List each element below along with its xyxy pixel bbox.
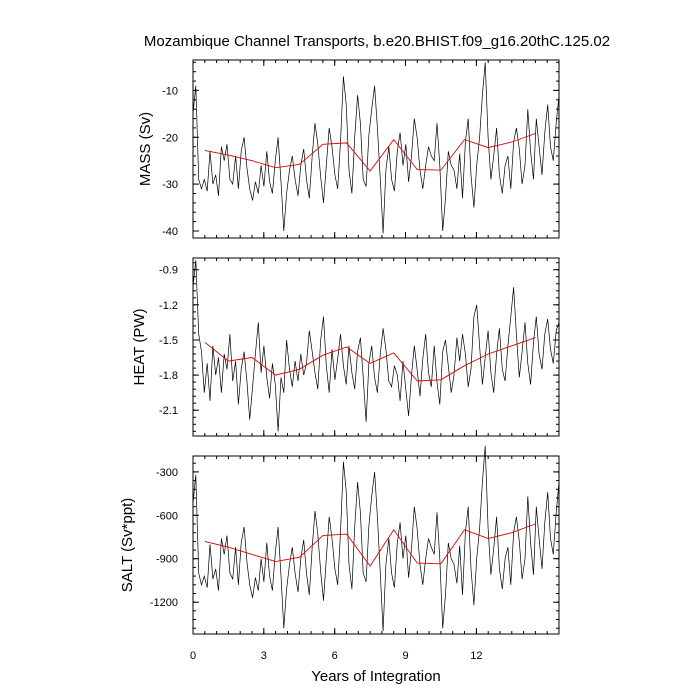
y-tick-label-mass: -10 <box>162 85 178 97</box>
monthly-series-line-heat <box>192 260 560 432</box>
y-tick-label-heat: -1.8 <box>159 370 178 382</box>
plot-frame-heat <box>192 257 560 437</box>
x-tick-label: 3 <box>261 650 267 662</box>
monthly-series-line-salt <box>192 445 560 632</box>
annual-mean-line-heat <box>204 337 536 382</box>
monthly-series-line-mass <box>192 62 560 234</box>
panel-mass: MASS (Sv) <box>137 59 560 239</box>
y-tick-label-mass: -20 <box>162 132 178 144</box>
plot-frame-mass <box>192 59 560 239</box>
plot-frame-salt <box>192 455 560 635</box>
annual-mean-line-mass <box>204 133 536 172</box>
y-axis-label-mass: MASS (Sv) <box>137 112 154 186</box>
y-tick-label-salt: -900 <box>156 554 178 566</box>
y-axis-label-heat: HEAT (PW) <box>131 309 148 386</box>
y-tick-label-heat: -1.5 <box>159 335 178 347</box>
y-tick-label-heat: -1.2 <box>159 300 178 312</box>
y-tick-label-salt: -300 <box>156 467 178 479</box>
x-axis-label: Years of Integration <box>311 668 441 685</box>
y-tick-label-mass: -30 <box>162 179 178 191</box>
y-tick-label-heat: -2.1 <box>159 405 178 417</box>
x-tick-label: 9 <box>402 650 408 662</box>
x-tick-label: 6 <box>332 650 338 662</box>
y-tick-label-heat: -0.9 <box>159 265 178 277</box>
y-tick-label-salt: -600 <box>156 510 178 522</box>
y-tick-label-salt: -1200 <box>150 597 178 609</box>
y-tick-label-mass: -40 <box>162 226 178 238</box>
y-axis-label-salt: SALT (Sv*ppt) <box>119 498 136 592</box>
x-tick-label: 12 <box>470 650 482 662</box>
x-tick-label: 0 <box>190 650 196 662</box>
panel-salt: SALT (Sv*ppt) <box>119 455 560 635</box>
annual-mean-line-salt <box>204 523 536 567</box>
chart-title: Mozambique Channel Transports, b.e20.BHI… <box>144 33 610 50</box>
